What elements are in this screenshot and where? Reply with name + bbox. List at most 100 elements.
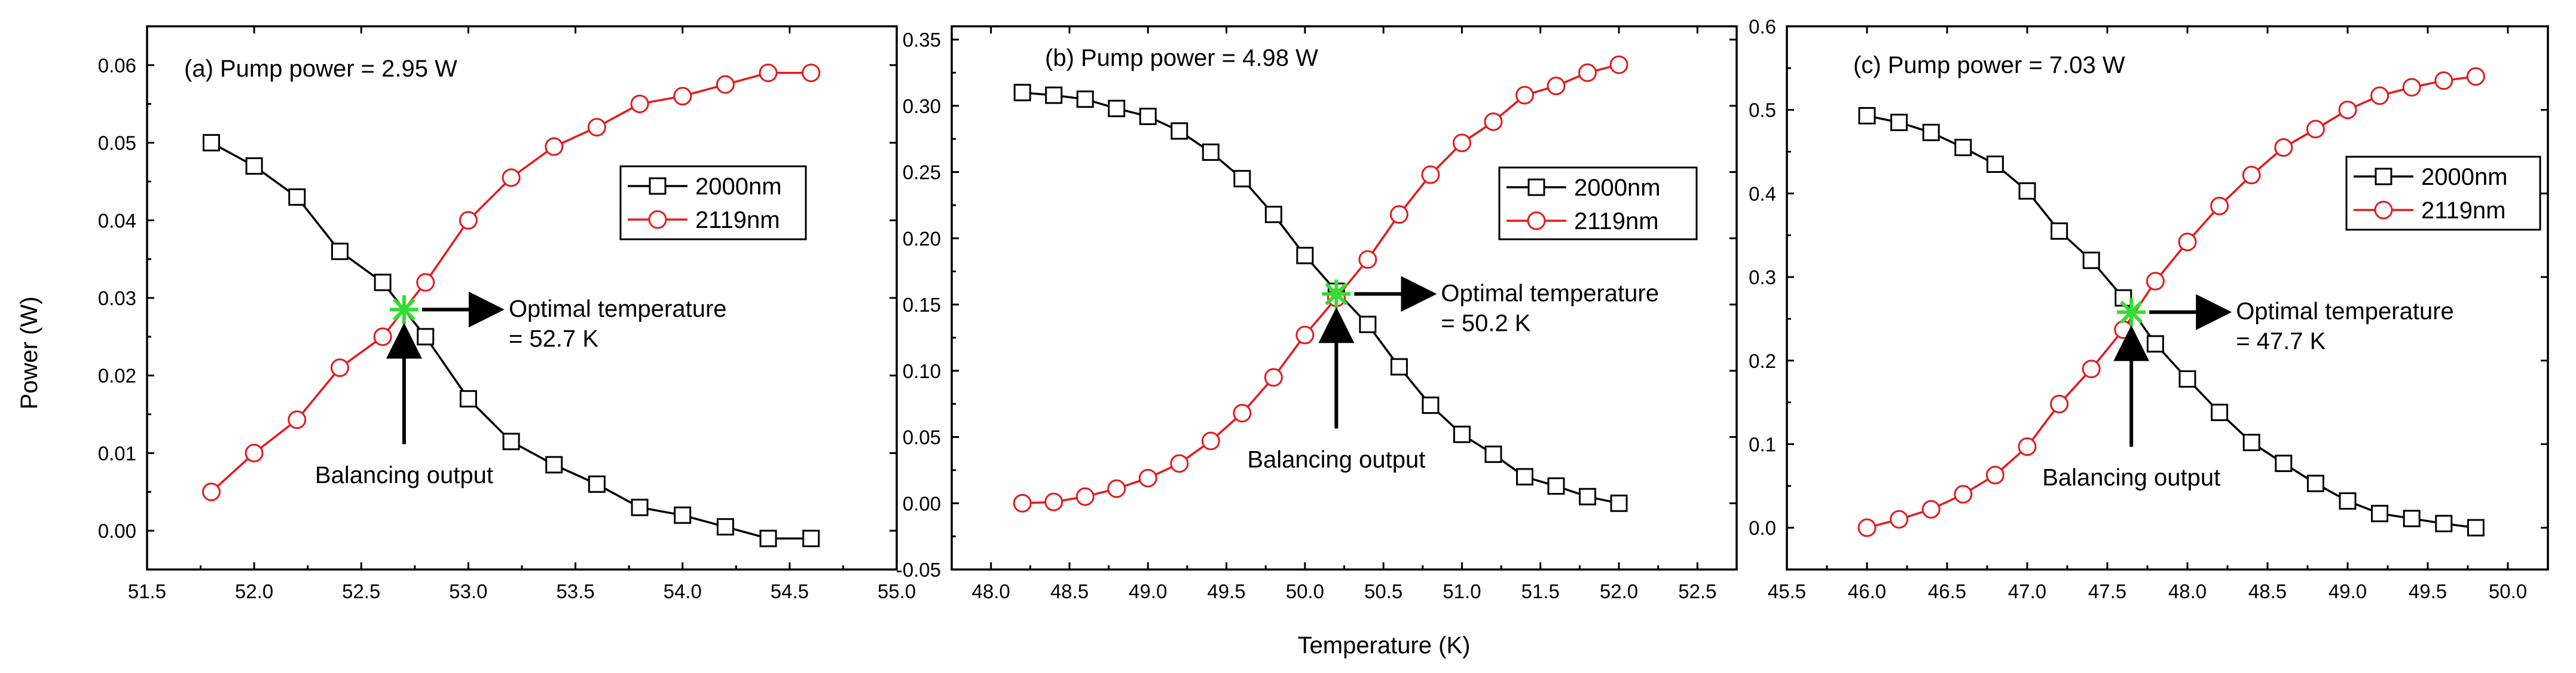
- chart-1-point-2119nm: [673, 87, 692, 106]
- chart-2-point-2000nm: [1422, 396, 1440, 414]
- chart-1-point-2119nm: [802, 63, 821, 83]
- chart-3-crossing-star-icon: [2117, 297, 2146, 327]
- chart-3-legend-marker: [2374, 200, 2393, 220]
- chart-3-point-2119nm: [2274, 138, 2293, 157]
- chart-2-point-2000nm: [1515, 468, 1533, 486]
- chart-3-point-2119nm: [2466, 67, 2485, 86]
- chart-2-point-2000nm: [1139, 108, 1157, 126]
- chart-1-optimal-temp-value: = 52.7 K: [509, 325, 598, 352]
- chart-1-point-2000nm: [802, 529, 820, 547]
- chart-1-series-2119nm-line: [210, 72, 811, 493]
- chart-2-point-2119nm: [1609, 55, 1628, 74]
- chart-2-optimal-temp-label: Optimal temperature: [1441, 280, 1659, 306]
- chart-3-point-2119nm: [2402, 78, 2421, 97]
- chart-3-title: (c) Pump power = 7.03 W: [1853, 52, 2125, 78]
- chart-3-point-2119nm: [2210, 196, 2229, 215]
- chart-2-x-tick-label: 51.0: [1443, 580, 1481, 602]
- chart-2-point-2119nm: [1138, 468, 1157, 488]
- chart-2-point-2119nm: [1421, 165, 1440, 184]
- chart-2-point-2119nm: [1201, 431, 1220, 450]
- chart-2-x-tick-label: 49.0: [1129, 580, 1167, 602]
- chart-1-point-2119nm: [373, 327, 392, 346]
- chart-3-x-tick-label: 47.5: [2088, 580, 2126, 602]
- chart-3-point-2000nm: [2371, 504, 2389, 522]
- chart-3-point-2000nm: [1890, 114, 1908, 132]
- chart-1-optimal-temp-label: Optimal temperature: [509, 296, 727, 322]
- chart-3-point-2000nm: [1922, 123, 1940, 141]
- chart-2-x-tick-label: 50.5: [1364, 580, 1402, 602]
- chart-3-optimal-temp-label: Optimal temperature: [2236, 299, 2454, 325]
- chart-1-point-2119nm: [759, 63, 778, 83]
- chart-3-point-2119nm: [2242, 166, 2261, 185]
- chart-2-point-2119nm: [1452, 133, 1471, 153]
- chart-2-point-2119nm: [1578, 63, 1597, 83]
- chart-3-x-tick-label: 50.0: [2489, 580, 2527, 602]
- chart-3-point-2119nm: [1985, 465, 2004, 485]
- chart-1-x-tick-label: 53.0: [449, 580, 487, 602]
- chart-1-x-tick-label: 54.0: [664, 580, 702, 602]
- chart-1-point-2000nm: [631, 498, 649, 516]
- chart-2-y-tick-label: 0.15: [903, 294, 941, 316]
- chart-3-x-tick-label: 46.5: [1928, 580, 1966, 602]
- chart-3-plot-area: [1786, 25, 2549, 571]
- chart-1-x-tick-label: 52.0: [235, 580, 273, 602]
- chart-3-point-2119nm: [2146, 272, 2165, 291]
- chart-1-point-2000nm: [716, 518, 734, 536]
- chart-2-y-tick-label: 0.30: [903, 95, 941, 117]
- chart-1-point-2000nm: [245, 157, 263, 175]
- chart-2-point-2119nm: [1389, 205, 1408, 224]
- chart-2-point-2000nm: [1484, 445, 1502, 463]
- chart-1-point-2119nm: [416, 273, 435, 292]
- chart-2-crossing-star-icon: [1322, 279, 1351, 309]
- chart-3-point-2119nm: [2018, 437, 2037, 456]
- chart-3-point-2000nm: [2242, 434, 2260, 452]
- chart-2-y-tick-label: 0.10: [903, 360, 941, 382]
- chart-3-legend-marker: [2375, 168, 2392, 185]
- chart-2-x-tick-label: 48.0: [972, 580, 1010, 602]
- chart-3-point-2000nm: [2467, 519, 2485, 537]
- chart-3-y-tick-label: 0.0: [1749, 517, 1776, 539]
- chart-3-point-2119nm: [1954, 485, 1973, 504]
- chart-2-optimal-temp-value: = 50.2 K: [1441, 310, 1530, 336]
- chart-2-point-2000nm: [1579, 488, 1597, 505]
- chart-2-point-2000nm: [1171, 122, 1188, 140]
- chart-1-point-2000nm: [759, 529, 777, 547]
- chart-3-point-2119nm: [1890, 510, 1909, 529]
- chart-2-point-2119nm: [1264, 368, 1283, 387]
- chart-2-legend-label: 2119nm: [1574, 208, 1659, 235]
- panel-a: 51.5 52.0 52.5 53.0 53.5 54.0 54.5 55.0 0.00 0.01…: [98, 25, 916, 602]
- chart-1-y-tick-label: 0.00: [98, 520, 136, 542]
- y-axis-label: Power (W): [16, 297, 42, 410]
- chart-1-title: (a) Pump power = 2.95 W: [184, 56, 457, 82]
- chart-2-y-tick-label: -0.05: [896, 559, 941, 581]
- chart-1-y-tick-label: 0.02: [98, 365, 136, 387]
- chart-2-legend-label: 2000nm: [1574, 175, 1661, 201]
- chart-2-point-2119nm: [1013, 494, 1032, 513]
- chart-1-x-tick-label: 52.5: [342, 580, 380, 602]
- chart-3-point-2000nm: [2178, 370, 2196, 388]
- chart-2-point-2119nm: [1515, 86, 1534, 105]
- chart-3-balancing-output-label: Balancing output: [2042, 465, 2220, 491]
- chart-2-y-tick-label: 0.05: [903, 427, 941, 449]
- chart-1-y-tick-label: 0.04: [98, 209, 136, 232]
- chart-3-y-tick-label: 0.4: [1749, 182, 1776, 205]
- chart-2-y-tick-label: 0.20: [903, 227, 941, 249]
- chart-3-y-tick-label: 0.6: [1749, 16, 1776, 38]
- chart-3-point-2000nm: [1986, 155, 2004, 173]
- chart-1-point-2000nm: [202, 134, 220, 152]
- chart-3-point-2119nm: [2338, 101, 2357, 120]
- chart-1-point-2000nm: [545, 456, 563, 474]
- chart-1-point-2000nm: [588, 475, 606, 493]
- chart-3-point-2119nm: [2114, 320, 2133, 339]
- chart-1-legend-label: 2000nm: [695, 173, 782, 200]
- chart-3-y-tick-label: 0.1: [1749, 433, 1776, 455]
- chart-3-x-tick-label: 45.5: [1768, 580, 1806, 602]
- chart-3-point-2000nm: [2275, 455, 2293, 473]
- chart-1-point-2000nm: [288, 188, 306, 206]
- chart-1-point-2119nm: [288, 410, 307, 430]
- chart-3-x-tick-label: 49.0: [2329, 580, 2367, 602]
- chart-1-x-tick-label: 51.5: [128, 580, 166, 602]
- chart-3-x-tick-label: 48.0: [2168, 580, 2207, 602]
- chart-1-point-2119nm: [587, 118, 606, 137]
- chart-3-point-2119nm: [1857, 518, 1877, 537]
